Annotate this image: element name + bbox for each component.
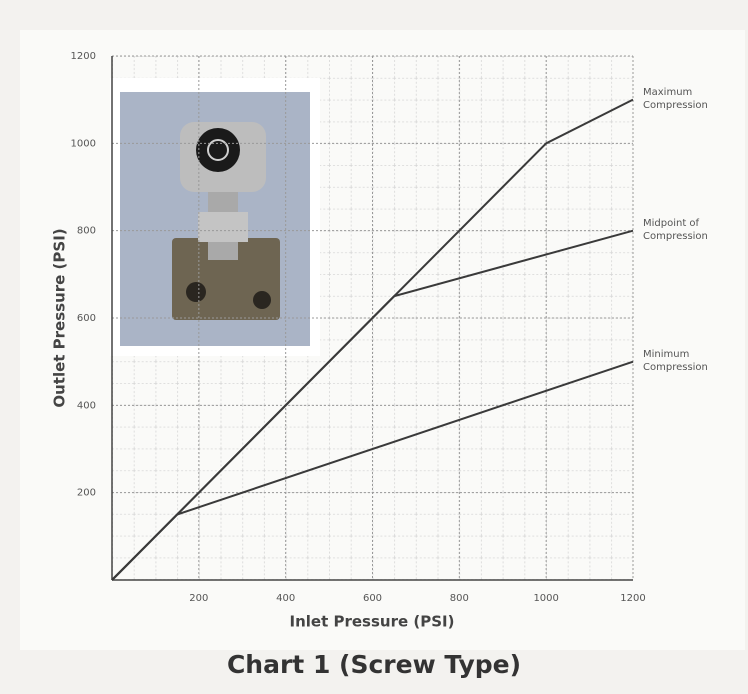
x-tick-label: 800 [450, 593, 469, 604]
chart: Outlet Pressure (PSI) Inlet Pressure (PS… [0, 0, 748, 694]
x-tick-label: 1200 [620, 593, 645, 604]
y-tick-label: 200 [77, 488, 96, 499]
y-tick-label: 400 [77, 400, 96, 411]
y-tick-label: 1200 [71, 51, 96, 62]
y-tick-label: 800 [77, 226, 96, 237]
x-tick-label: 400 [276, 593, 295, 604]
series-label: Midpoint of Compression [643, 217, 748, 243]
x-axis-label: Inlet Pressure (PSI) [290, 613, 455, 631]
series-label: Minimum Compression [643, 348, 748, 374]
inset-photo [110, 78, 320, 356]
chart-title: Chart 1 (Screw Type) [227, 650, 521, 679]
y-axis-label: Outlet Pressure (PSI) [51, 228, 69, 407]
page: Outlet Pressure (PSI) Inlet Pressure (PS… [0, 0, 748, 694]
series-label: Maximum Compression [643, 86, 748, 112]
x-tick-label: 600 [363, 593, 382, 604]
y-tick-label: 600 [77, 313, 96, 324]
y-tick-label: 1000 [71, 138, 96, 149]
x-tick-label: 1000 [533, 593, 558, 604]
x-tick-label: 200 [189, 593, 208, 604]
